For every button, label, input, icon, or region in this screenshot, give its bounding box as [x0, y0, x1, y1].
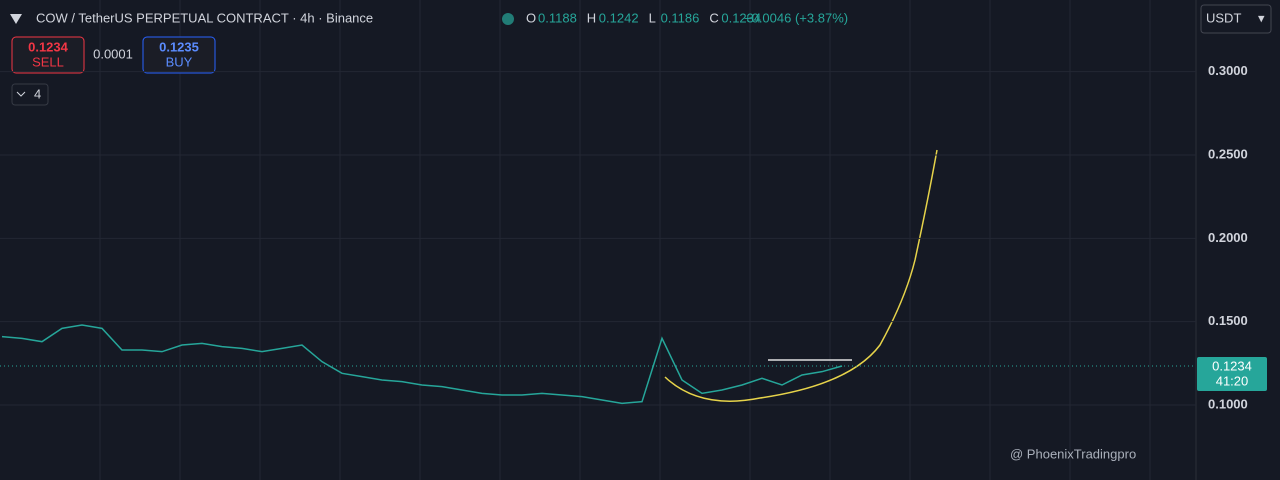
chevron — [16, 91, 26, 97]
logo — [10, 14, 22, 24]
plot — [0, 71, 1196, 406]
ohlc-value: 0.1242 — [599, 10, 639, 25]
ohlc-key: H — [587, 10, 596, 25]
price-label: 0.1234 — [1212, 358, 1252, 373]
ohlc-key: C — [709, 10, 718, 25]
currency-arrow: ▾ — [1258, 10, 1265, 25]
ohlc-value: 0.1186 — [661, 10, 700, 25]
countdown: 41:20 — [1216, 373, 1249, 388]
buy-label: BUY — [166, 54, 193, 69]
ohlc-value: 0.1234 — [721, 10, 761, 25]
ohlc-key: L — [649, 10, 656, 25]
indicators-toggle[interactable] — [11, 83, 49, 106]
ohlc-key: O — [526, 10, 536, 25]
projection-curve — [664, 149, 938, 402]
ohlc: O 0.1188 H 0.1242 L 0.1186 C 0.1234 — [526, 10, 761, 25]
title: COW / TetherUS PERPETUAL CONTRACT · 4h ·… — [36, 10, 373, 25]
buy-button[interactable] — [142, 36, 216, 74]
v-grid — [99, 0, 1151, 480]
y-tick-label: 0.3000 — [1208, 63, 1248, 78]
price-line — [1, 324, 843, 405]
change: +0.0046 (+3.87%) — [744, 10, 848, 25]
currency-button[interactable] — [1200, 4, 1272, 34]
spread: 0.0001 — [93, 46, 133, 61]
indicators-count: 4 — [34, 86, 41, 101]
watermark: @ PhoenixTradingpro — [1010, 446, 1136, 461]
y-tick-label: 0.1500 — [1208, 313, 1248, 328]
status-dot — [502, 13, 514, 25]
y-tick-label: 0.1000 — [1208, 396, 1248, 411]
sell-label: SELL — [32, 54, 64, 69]
buy-price: 0.1235 — [159, 39, 199, 54]
ohlc-value: 0.1188 — [538, 10, 577, 25]
y-tick-label: 0.2500 — [1208, 146, 1248, 161]
y-tick-label: 0.2000 — [1208, 230, 1248, 245]
sell-button[interactable] — [11, 36, 85, 74]
sell-price: 0.1234 — [28, 39, 69, 54]
currency: USDT — [1206, 10, 1241, 25]
price-label-box — [1197, 357, 1267, 391]
